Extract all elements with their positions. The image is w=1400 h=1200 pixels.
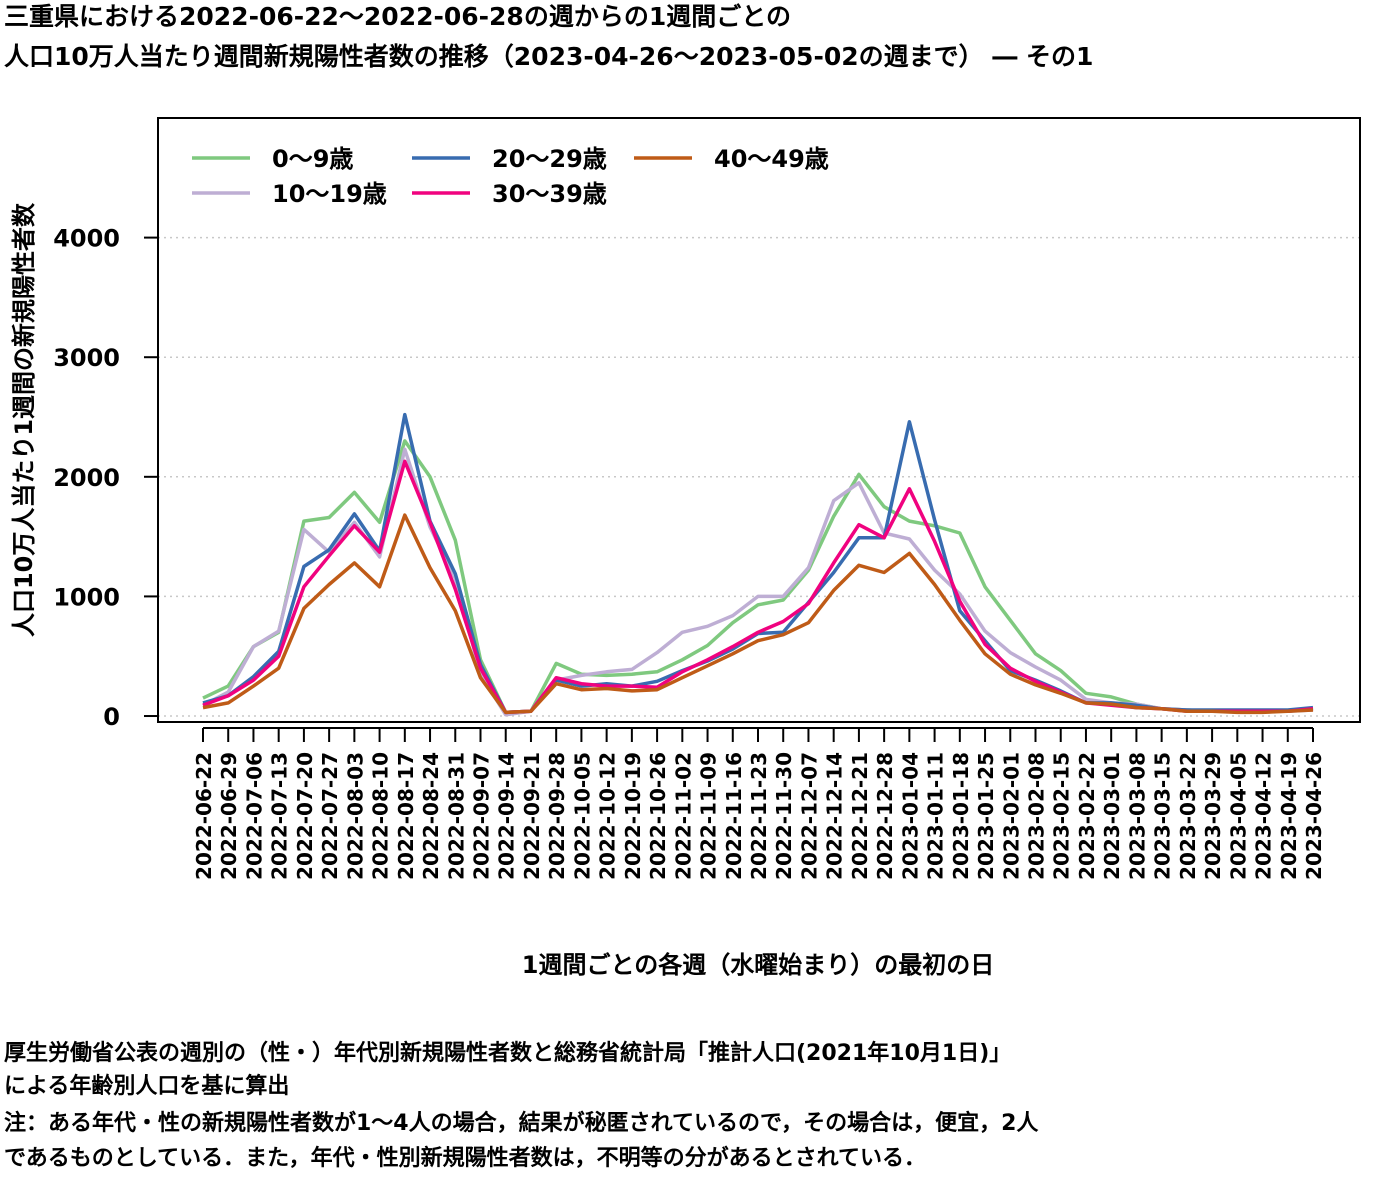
x-tick-label: 2023-01-11 [924,752,948,880]
x-tick-label: 2022-12-28 [873,752,897,880]
x-tick-label: 2023-02-22 [1075,752,1099,880]
x-axis: 2022-06-22 2022-06-29 2022-07-06 2022-07-13… [192,727,1326,880]
x-tick-label: 2022-10-19 [621,752,645,880]
series-line-3 [202,459,1314,715]
x-tick-label: 2023-03-15 [1151,752,1175,880]
x-tick-label: 2022-10-05 [570,752,594,880]
legend-label: 30～39歳 [492,180,607,208]
y-tick-label: 2000 [53,464,120,492]
x-tick-label: 2023-01-25 [974,752,998,880]
x-tick-label: 2023-04-05 [1226,752,1250,880]
x-tick-label: 2023-03-08 [1125,752,1149,880]
legend: 0～9歳 10～19歳 20～29歳 30～39歳 40～49歳 [192,145,829,208]
x-tick-label: 2023-03-29 [1201,752,1225,880]
x-tick-label: 2022-09-14 [495,752,519,880]
footnote-line2: による年齢別人口を基に算出 [4,1074,290,1099]
y-axis-label: 人口10万人当たり1週間の新規陽性者数 [10,202,38,637]
x-tick-label: 2023-03-01 [1100,752,1124,880]
x-tick-label: 2022-07-06 [242,752,266,880]
x-tick-label: 2022-06-29 [217,752,241,880]
x-tick-label: 2022-11-02 [671,752,695,880]
x-tick-label: 2022-09-07 [470,752,494,880]
series-line-0 [202,439,1314,715]
footnote-line3: 注：ある年代・性の新規陽性者数が1～4人の場合，結果が秘匿されているので，その場… [4,1111,1039,1136]
y-tick-label: 3000 [53,344,120,372]
footnote-line1: 厚生労働省公表の週別の（性・）年代別新規陽性者数と総務省統計局「推計人口(202… [4,1041,1012,1066]
x-tick-label: 2022-10-12 [596,752,620,880]
x-tick-label: 2023-03-22 [1176,752,1200,880]
series-lines [202,412,1314,717]
x-tick-label: 2022-09-28 [545,752,569,880]
plot-frame [157,117,1361,723]
x-tick-label: 2022-08-24 [419,752,443,880]
x-tick-label: 2022-08-03 [343,752,367,880]
x-tick-label: 2023-04-26 [1302,752,1326,880]
x-tick-label: 2023-04-12 [1252,752,1276,880]
x-tick-label: 2022-09-21 [520,752,544,880]
x-tick-label: 2022-08-17 [394,752,418,880]
x-tick-label: 2022-06-22 [192,752,216,880]
x-tick-label: 2022-11-09 [697,752,721,880]
legend-label: 10～19歳 [272,180,387,208]
x-axis-label: 1週間ごとの各週（水曜始まり）の最初の日 [522,951,994,979]
series-line-2 [202,412,1314,715]
series-line-1 [202,447,1314,717]
y-tick-label: 0 [103,703,120,731]
x-tick-label: 2022-11-30 [772,752,796,880]
x-tick-label: 2022-08-31 [444,752,468,880]
x-tick-label: 2022-12-07 [797,752,821,880]
footnote-line4: であるものとしている．また，年代・性別新規陽性者数は，不明等の分があるとされてい… [4,1146,927,1171]
x-tick-label: 2022-07-20 [293,752,317,880]
x-tick-label: 2022-12-21 [848,752,872,880]
x-tick-label: 2022-11-23 [747,752,771,880]
x-tick-label: 2023-01-04 [898,752,922,880]
y-axis: 0 1000 2000 3000 4000 [53,225,158,731]
chart-title-line2: 人口10万人当たり週間新規陽性者数の推移（2023-04-26～2023-05-… [4,42,1094,71]
chart-title-line1: 三重県における2022-06-22～2022-06-28の週からの1週間ごとの [4,2,791,31]
gridlines [158,236,1360,717]
legend-label: 40～49歳 [714,145,829,173]
x-tick-label: 2022-11-16 [722,752,746,880]
x-tick-label: 2023-01-18 [949,752,973,880]
x-tick-label: 2022-07-27 [318,752,342,880]
x-tick-label: 2023-04-19 [1277,752,1301,880]
legend-label: 20～29歳 [492,145,607,173]
x-tick-label: 2022-08-10 [369,752,393,880]
x-tick-label: 2022-07-13 [268,752,292,880]
y-tick-label: 4000 [53,225,120,253]
legend-label: 0～9歳 [272,145,353,173]
x-tick-label: 2023-02-01 [999,752,1023,880]
y-tick-label: 1000 [53,583,120,611]
x-tick-label: 2023-02-15 [1050,752,1074,880]
x-tick-label: 2022-10-26 [646,752,670,880]
x-tick-label: 2023-02-08 [1025,752,1049,880]
x-tick-label: 2022-12-14 [823,752,847,880]
series-line-4 [202,513,1314,715]
